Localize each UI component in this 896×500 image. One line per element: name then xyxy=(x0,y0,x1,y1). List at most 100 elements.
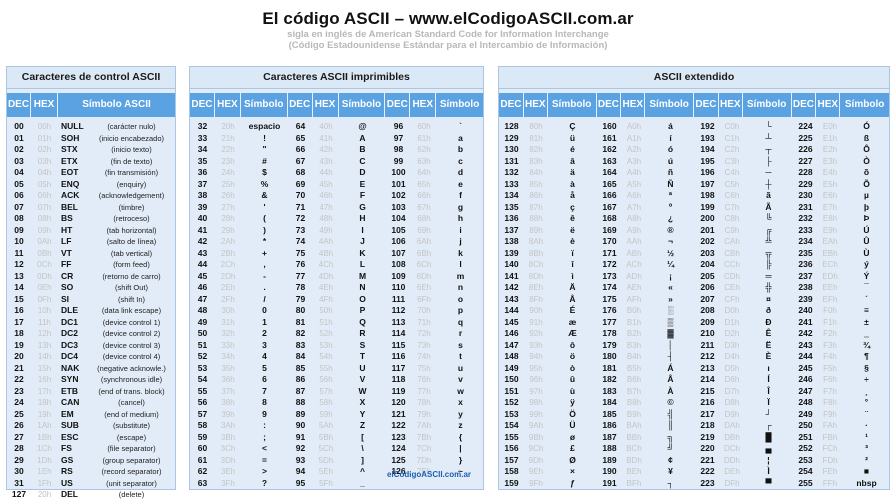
symbol-cell: DEL xyxy=(61,489,78,499)
table-row: 194 C2h ┬ xyxy=(695,144,793,156)
table-row: 183 B7h À xyxy=(597,386,695,398)
symbol-cell: ÿ xyxy=(570,397,575,407)
hex-cell: 24h xyxy=(221,168,235,177)
symbol-cell: â xyxy=(570,155,575,166)
symbol-cell: L xyxy=(359,259,366,269)
symbol-cell: ü xyxy=(569,132,576,143)
description-cell: (salto de línea) xyxy=(106,237,157,246)
description-cell: (device control 1) xyxy=(102,317,161,327)
table-row: 209 D1h Ð xyxy=(695,317,793,329)
hex-cell: 4Ah xyxy=(318,237,334,246)
table-row: 212 D4h È xyxy=(695,351,793,363)
dec-cell: 28 xyxy=(14,443,24,453)
dec-cell: 161 xyxy=(602,132,617,143)
table-row: 161 A1h í xyxy=(597,133,695,145)
dec-cell: 169 xyxy=(602,224,617,235)
table-row: 35 23h # xyxy=(190,156,288,168)
table-row: 22 16h SYN (synchronous idle) xyxy=(7,374,175,386)
dec-cell: 175 xyxy=(602,293,617,304)
column-header-dec: DEC xyxy=(596,93,622,117)
table-row: 240 F0h ≡ xyxy=(793,305,891,317)
symbol-cell: s xyxy=(458,339,463,350)
symbol-cell: + xyxy=(262,247,267,258)
hex-cell: 21h xyxy=(221,133,235,143)
symbol-cell: ▄ xyxy=(765,443,772,453)
dec-cell: 158 xyxy=(504,466,519,476)
symbol-cell: CR xyxy=(61,270,74,281)
table-row: 233 E9h Ú xyxy=(793,225,891,237)
table-row: 155 9Bh ø xyxy=(499,432,597,444)
symbol-cell: espacio xyxy=(248,121,281,131)
symbol-cell: 2 xyxy=(262,328,267,338)
column-header-symbol: Símbolo xyxy=(840,93,889,117)
hex-cell: 52h xyxy=(319,329,333,338)
dec-cell: 160 xyxy=(602,121,617,131)
table-row: 64 40h @ xyxy=(288,121,386,133)
column-header-hex: HEX xyxy=(718,93,743,117)
table-row: 15 0Fh SI (shift In) xyxy=(7,294,175,306)
table-row: 225 E1h ß xyxy=(793,133,891,145)
dec-cell: 106 xyxy=(391,236,406,246)
table-row: 89 59h Y xyxy=(288,409,386,421)
hex-cell: A7h xyxy=(626,202,642,212)
hex-cell: A0h xyxy=(626,122,642,131)
dec-cell: 104 xyxy=(391,213,406,223)
hex-cell: 30h xyxy=(221,306,235,315)
table-row: 14 0Eh SO (shift Out) xyxy=(7,282,175,294)
table-row: 180 B4h ┤ xyxy=(597,351,695,363)
column-header-hex: HEX xyxy=(523,93,548,117)
symbol-cell: Ü xyxy=(569,420,576,430)
table-row: 170 AAh ¬ xyxy=(597,236,695,248)
hex-cell: 4Ch xyxy=(318,260,334,269)
symbol-cell: Ý xyxy=(863,270,870,281)
dec-cell: 99 xyxy=(393,155,404,166)
hex-cell: 3Dh xyxy=(220,455,236,465)
table-row: 208 D0h ð xyxy=(695,305,793,317)
printable-characters-panel: Caracteres ASCII imprimibles DEC HEX Sím… xyxy=(189,66,484,490)
hex-cell: 18h xyxy=(37,398,52,407)
symbol-cell: DC1 xyxy=(61,316,79,327)
symbol-cell: ! xyxy=(263,132,266,143)
hex-cell: A2h xyxy=(626,145,642,154)
symbol-cell: * xyxy=(262,236,267,246)
column-header-dec: DEC xyxy=(694,93,719,117)
dec-cell: 44 xyxy=(197,259,208,269)
site-link[interactable]: elCodigoASCII.com.ar xyxy=(387,470,472,479)
hex-cell: 8Ah xyxy=(528,237,544,246)
table-row: 62 3Eh > xyxy=(190,466,288,478)
dec-cell: 151 xyxy=(504,385,519,396)
dec-cell: 189 xyxy=(602,454,617,465)
symbol-cell: ¼ xyxy=(666,259,675,269)
table-row: 72 48h H xyxy=(288,213,386,225)
table-row: 179 B3h │ xyxy=(597,340,695,352)
symbol-cell: ETX xyxy=(61,155,78,166)
hex-cell: ABh xyxy=(626,248,642,258)
hex-cell: 74h xyxy=(417,352,431,361)
symbol-cell: ı xyxy=(767,362,770,373)
symbol-cell: R xyxy=(359,328,366,338)
symbol-cell: Í xyxy=(767,374,770,384)
hex-cell: D3h xyxy=(724,340,740,350)
symbol-cell: 0 xyxy=(262,305,267,315)
dec-cell: 233 xyxy=(798,224,813,235)
hex-cell: 59h xyxy=(319,409,333,419)
dec-cell: 205 xyxy=(700,270,715,281)
hex-cell: 70h xyxy=(417,306,431,315)
dec-cell: 80 xyxy=(295,305,306,315)
dec-cell: 197 xyxy=(700,178,715,189)
table-row: 19 13h DC3 (device control 3) xyxy=(7,340,175,352)
hex-cell: 6Eh xyxy=(416,283,432,292)
dec-cell: 247 xyxy=(798,385,813,396)
table-row: 140 8Ch î xyxy=(499,259,597,271)
column-header-hex: HEX xyxy=(214,93,241,117)
hex-cell: EEh xyxy=(822,283,838,292)
dec-cell: 107 xyxy=(391,247,406,258)
table-row: 131 83h â xyxy=(499,156,597,168)
hex-cell: DAh xyxy=(724,421,740,430)
hex-cell: 6Bh xyxy=(416,248,432,258)
dec-cell: 42 xyxy=(197,236,208,246)
dec-cell: 155 xyxy=(504,431,519,442)
symbol-cell: ; xyxy=(263,431,266,442)
symbol-cell: v xyxy=(458,374,463,384)
dec-cell: 135 xyxy=(504,201,519,212)
